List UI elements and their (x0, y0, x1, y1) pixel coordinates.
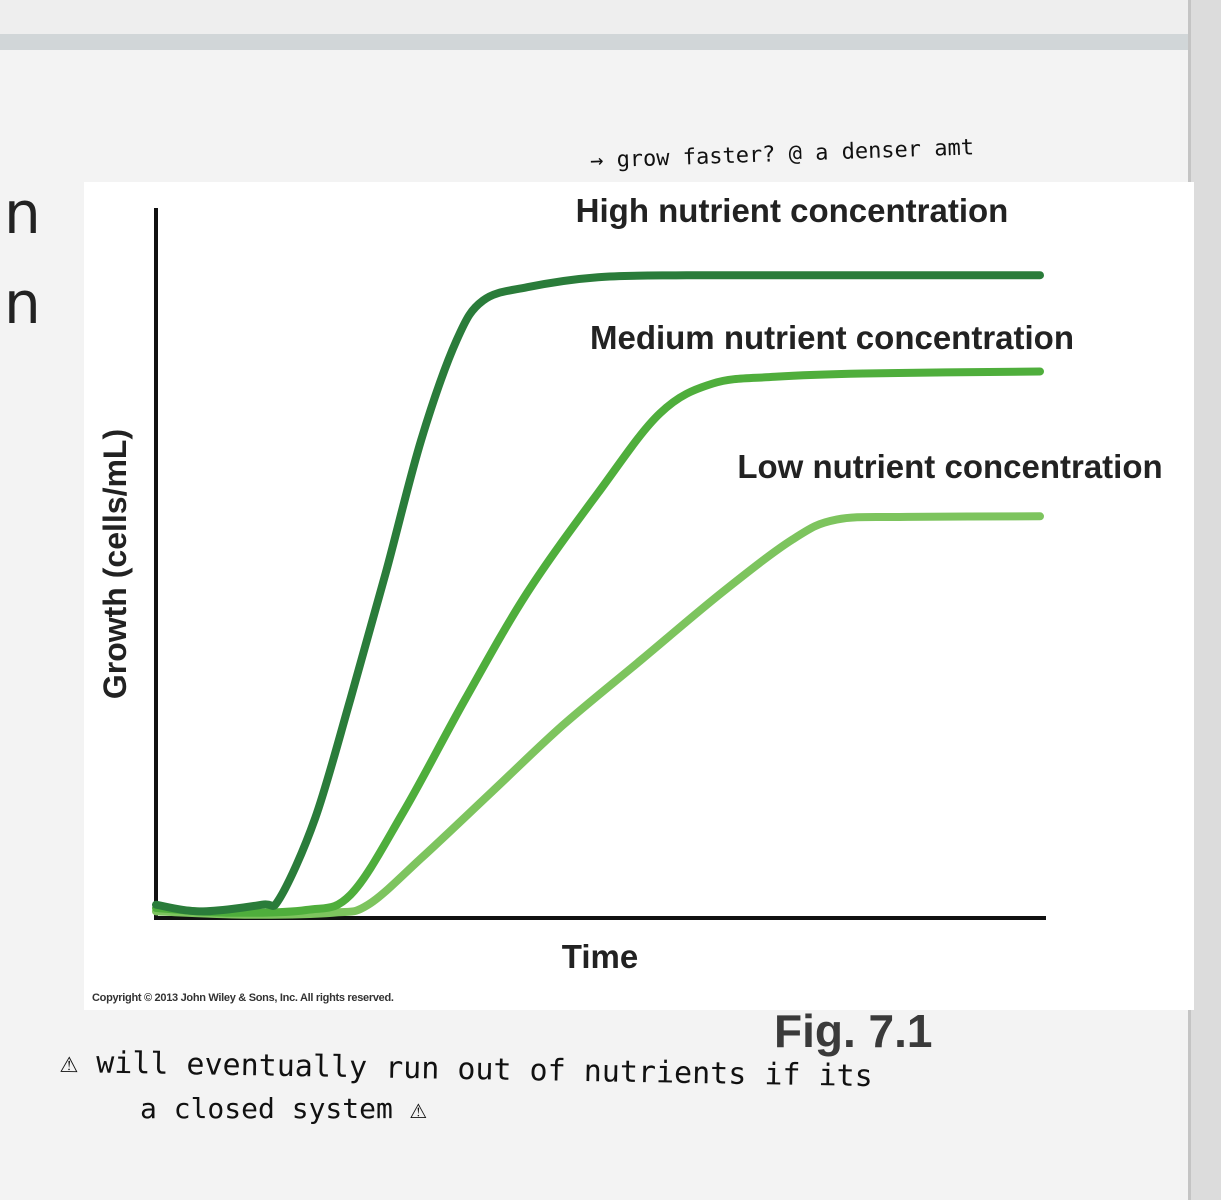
x-axis-label: Time (562, 938, 638, 975)
handwritten-note: a closed system ⚠ (140, 1092, 427, 1125)
series-line (152, 512, 1044, 919)
series-line (152, 367, 1044, 917)
series-label: Low nutrient concentration (737, 448, 1162, 485)
series-label: Medium nutrient concentration (590, 319, 1074, 356)
growth-chart: High nutrient concentration Medium nutrie… (97, 192, 1163, 975)
copyright-notice: Copyright © 2013 John Wiley & Sons, Inc.… (92, 992, 394, 1004)
chart-axes (154, 208, 1046, 920)
window-top-strip (0, 0, 1190, 34)
figure-number: Fig. 7.1 (774, 1005, 933, 1057)
handwritten-note: ⚠ will eventually run out of nutrients i… (59, 1044, 874, 1095)
chart-series-lines (152, 271, 1044, 919)
handwritten-note: → grow faster? @ a denser amt (589, 135, 975, 174)
slide-text-fragment: n (4, 179, 41, 247)
slide-text-fragment: n (4, 269, 41, 337)
chart-series-labels: High nutrient concentration Medium nutrie… (576, 192, 1163, 485)
y-axis-label: Growth (cells/mL) (97, 429, 133, 699)
series-label: High nutrient concentration (576, 192, 1009, 229)
figure-image: High nutrient concentration Medium nutrie… (84, 182, 1194, 1010)
ribbon-divider-bar (0, 34, 1190, 50)
series-line (152, 271, 1044, 916)
